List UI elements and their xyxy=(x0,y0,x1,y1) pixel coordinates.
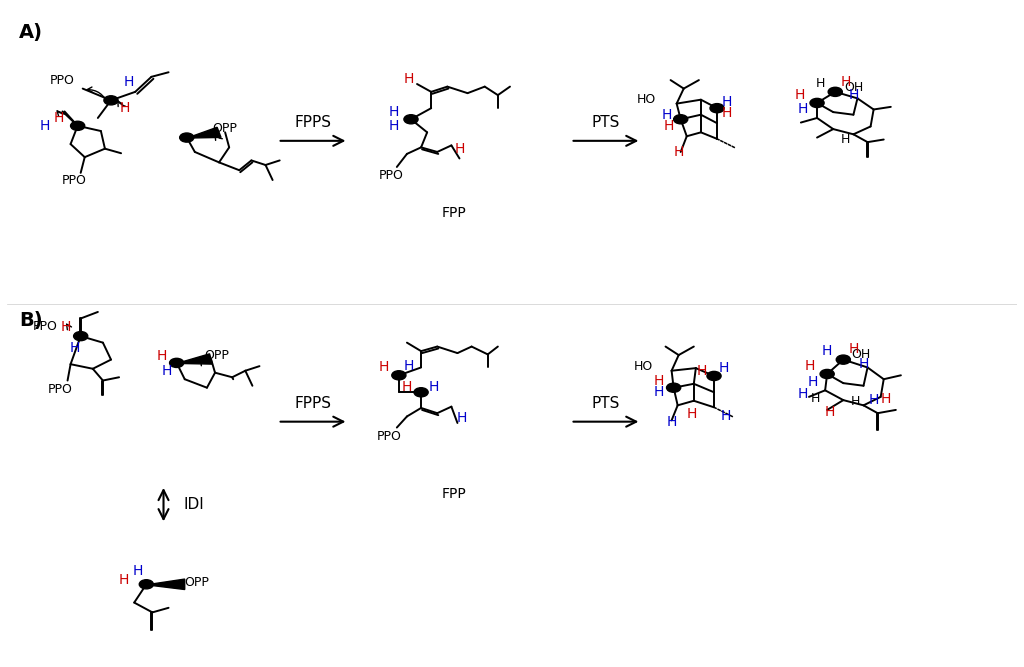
Text: H: H xyxy=(841,133,850,146)
Text: H: H xyxy=(664,119,674,133)
Circle shape xyxy=(170,358,183,368)
Circle shape xyxy=(710,103,724,113)
Text: OH: OH xyxy=(851,348,870,361)
Text: H: H xyxy=(429,380,439,394)
Circle shape xyxy=(103,96,118,105)
Text: H: H xyxy=(848,342,858,356)
Text: PPO: PPO xyxy=(62,173,87,187)
Text: H: H xyxy=(805,359,815,373)
Text: OH: OH xyxy=(844,81,863,94)
Polygon shape xyxy=(187,127,221,138)
Text: H: H xyxy=(653,374,664,388)
Text: H: H xyxy=(457,412,467,426)
Text: FPP: FPP xyxy=(442,205,467,219)
Text: HO: HO xyxy=(637,93,656,106)
Text: PPO: PPO xyxy=(50,74,75,87)
Text: PPO: PPO xyxy=(48,382,73,396)
Text: OPP: OPP xyxy=(184,576,209,590)
Text: H: H xyxy=(881,392,891,406)
Text: FPP: FPP xyxy=(442,486,467,500)
Text: H: H xyxy=(403,72,414,86)
Text: H: H xyxy=(389,119,399,133)
Text: H: H xyxy=(389,105,399,119)
Text: H: H xyxy=(825,405,836,419)
Text: H: H xyxy=(719,361,729,375)
Text: H: H xyxy=(133,564,143,578)
Text: H: H xyxy=(795,88,805,102)
Text: H: H xyxy=(120,101,130,115)
Text: H: H xyxy=(653,386,664,400)
Text: HO: HO xyxy=(634,360,653,373)
Text: H: H xyxy=(403,359,414,373)
Text: H: H xyxy=(455,142,465,156)
Text: H: H xyxy=(840,75,851,89)
Text: H: H xyxy=(687,407,697,421)
Text: H: H xyxy=(722,106,732,120)
Circle shape xyxy=(810,98,824,107)
Text: PTS: PTS xyxy=(592,115,621,130)
Text: H: H xyxy=(851,395,860,408)
Text: H: H xyxy=(662,107,672,121)
Polygon shape xyxy=(146,579,184,590)
Circle shape xyxy=(139,580,154,589)
Text: PPO: PPO xyxy=(377,430,401,443)
Text: H: H xyxy=(815,77,824,90)
Text: PPO: PPO xyxy=(378,169,403,182)
Text: PTS: PTS xyxy=(592,396,621,411)
Text: H: H xyxy=(162,364,172,378)
Circle shape xyxy=(820,370,835,379)
Text: H: H xyxy=(60,320,71,334)
Circle shape xyxy=(392,371,406,380)
Text: H: H xyxy=(798,103,808,117)
Circle shape xyxy=(179,133,194,142)
Text: H: H xyxy=(722,95,732,109)
Text: OPP: OPP xyxy=(205,349,229,362)
Text: H: H xyxy=(53,111,63,125)
Text: H: H xyxy=(70,341,80,355)
Text: H: H xyxy=(810,392,820,406)
Circle shape xyxy=(74,331,88,341)
Text: H: H xyxy=(868,393,879,407)
Text: IDI: IDI xyxy=(183,497,204,512)
Text: H: H xyxy=(808,375,818,389)
Text: FPPS: FPPS xyxy=(295,115,332,130)
Text: H: H xyxy=(798,387,808,401)
Text: H: H xyxy=(696,364,708,378)
Circle shape xyxy=(71,121,85,130)
Text: H: H xyxy=(157,350,167,364)
Text: H: H xyxy=(674,145,684,159)
Circle shape xyxy=(674,115,688,124)
Text: H: H xyxy=(721,410,731,424)
Text: OPP: OPP xyxy=(213,122,238,135)
Text: FPPS: FPPS xyxy=(295,396,332,411)
Text: H: H xyxy=(401,380,412,394)
Circle shape xyxy=(403,115,418,124)
Text: PPO: PPO xyxy=(33,320,57,334)
Circle shape xyxy=(837,355,850,364)
Polygon shape xyxy=(177,354,212,364)
Circle shape xyxy=(828,87,843,97)
Circle shape xyxy=(707,372,721,381)
Text: H: H xyxy=(822,344,833,358)
Circle shape xyxy=(414,388,428,397)
Text: H: H xyxy=(848,88,858,102)
Text: H: H xyxy=(379,360,389,374)
Text: H: H xyxy=(124,75,134,89)
Text: H: H xyxy=(119,573,129,587)
Text: B): B) xyxy=(19,311,43,329)
Text: H: H xyxy=(667,415,677,429)
Circle shape xyxy=(667,383,681,392)
Text: H: H xyxy=(39,119,49,133)
Text: A): A) xyxy=(19,23,43,42)
Text: H: H xyxy=(858,358,868,372)
